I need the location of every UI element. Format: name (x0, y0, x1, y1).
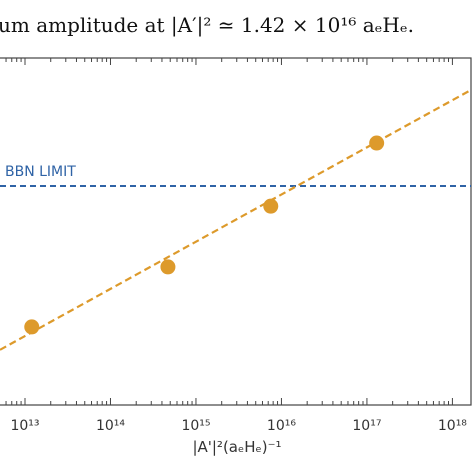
x-tick-label: 10¹⁸ (438, 418, 467, 434)
fit-line (0, 88, 472, 351)
x-tick-label: 10¹³ (10, 418, 39, 434)
x-tick-label: 10¹⁵ (181, 418, 210, 434)
caption: um amplitude at |A′|² ≃ 1.42 × 10¹⁶ aₑHₑ… (0, 13, 414, 38)
data-point (263, 198, 279, 214)
data-point (24, 319, 40, 335)
x-tick-label: 10¹⁶ (267, 418, 296, 434)
data-point (369, 135, 385, 151)
annotation: BBN LIMIT (5, 164, 76, 180)
data-point (160, 259, 176, 275)
x-tick-label: 10¹⁴ (96, 418, 125, 434)
x-axis-label: |A'|²(aₑHₑ)⁻¹ (192, 438, 281, 456)
plot-frame (0, 57, 472, 406)
x-tick-label: 10¹⁷ (352, 418, 381, 434)
